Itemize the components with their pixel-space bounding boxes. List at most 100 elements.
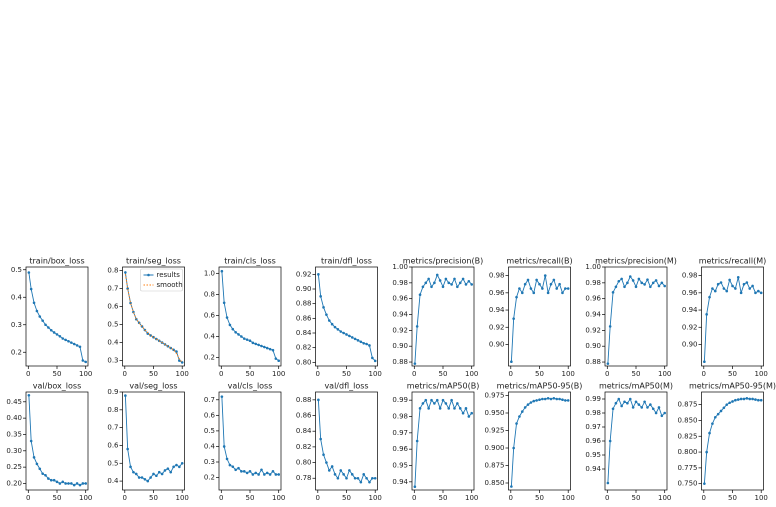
point [444, 277, 448, 281]
point [222, 301, 226, 305]
point [64, 482, 67, 485]
y-tick-label: 0.88 [585, 358, 601, 366]
point [660, 414, 664, 418]
x-tick-label: 100 [465, 494, 478, 502]
point [637, 403, 641, 406]
y-tick-label: 0.5 [11, 266, 22, 274]
point [470, 411, 474, 415]
subplot-title: val/seg_loss [129, 382, 177, 391]
point [520, 291, 524, 295]
subplot-title: val/dfl_loss [324, 382, 368, 391]
point [231, 327, 235, 331]
point [32, 301, 36, 305]
point [435, 398, 439, 402]
point [643, 400, 646, 404]
point [356, 476, 360, 480]
point [251, 473, 255, 476]
point [55, 333, 59, 336]
y-tick-label: 0.78 [296, 474, 312, 482]
point [520, 410, 524, 413]
y-tick-label: 0.98 [585, 279, 601, 287]
y-tick-label: 0.9 [107, 388, 118, 396]
point [608, 439, 612, 443]
x-tick-label: 50 [149, 494, 158, 502]
y-tick-label: 0.94 [585, 465, 601, 473]
point [220, 395, 224, 398]
y-tick-label: 0.8 [107, 267, 118, 275]
point [245, 338, 249, 341]
x-tick-label: 50 [535, 370, 544, 378]
point [362, 473, 366, 476]
point [140, 476, 144, 479]
point [526, 403, 530, 406]
point [628, 397, 632, 401]
point [424, 281, 428, 285]
series-line [221, 271, 279, 362]
point [160, 472, 164, 476]
series-line [124, 395, 183, 482]
y-tick-label: 0.98 [682, 272, 698, 280]
point [134, 472, 138, 476]
y-tick-label: 0.8 [107, 406, 118, 414]
y-tick-label: 0.99 [585, 395, 601, 403]
point [339, 330, 343, 333]
point [157, 470, 161, 474]
point [510, 360, 513, 363]
point [606, 481, 610, 485]
point [149, 476, 152, 479]
point [415, 439, 419, 443]
y-tick-label: 0.94 [392, 478, 408, 486]
point [175, 350, 178, 353]
point [180, 361, 184, 364]
point [38, 467, 42, 471]
x-tick-label: 0 [123, 370, 127, 378]
y-tick-label: 1.00 [585, 263, 601, 271]
point [435, 273, 439, 277]
point [444, 402, 448, 405]
y-tick-label: 0.4 [204, 442, 216, 450]
subplot-title: metrics/precision(M) [595, 257, 677, 266]
y-tick-label: 0.35 [6, 430, 22, 438]
point [418, 407, 422, 410]
point [265, 346, 269, 350]
point [237, 333, 240, 336]
x-tick-label: 50 [149, 370, 158, 378]
y-tick-label: 0.3 [11, 321, 22, 329]
point [566, 287, 570, 290]
series-line [28, 272, 86, 363]
y-tick-label: 0.86 [296, 412, 312, 420]
point [84, 360, 88, 364]
point [716, 412, 720, 416]
point [546, 397, 550, 400]
point [55, 480, 59, 484]
series-line [607, 275, 666, 364]
point [175, 463, 178, 467]
x-tick-label: 0 [412, 370, 416, 378]
subplot-title: metrics/mAP50-95(M) [689, 382, 776, 391]
y-tick-label: 0.875 [677, 401, 697, 409]
point [453, 407, 456, 410]
point [447, 281, 451, 285]
subplot-title: metrics/recall(B) [506, 257, 572, 266]
subplot-title: metrics/mAP50(M) [599, 382, 673, 391]
point [663, 411, 667, 415]
y-tick-label: 0.80 [296, 358, 312, 366]
point [84, 482, 88, 485]
point [518, 287, 521, 290]
point [649, 285, 652, 289]
point [759, 291, 763, 295]
y-tick-label: 0.7 [204, 396, 215, 404]
subplot-title: train/cls_loss [224, 257, 276, 266]
point [447, 407, 451, 410]
series-line [703, 277, 762, 362]
point [620, 404, 623, 408]
subplot-title: train/seg_loss [126, 257, 181, 266]
point [453, 277, 456, 281]
y-tick-label: 0.94 [392, 311, 408, 319]
y-tick-label: 0.825 [677, 432, 697, 440]
point [49, 328, 53, 332]
point [467, 415, 471, 418]
y-tick-label: 0.98 [392, 413, 408, 421]
y-tick-label: 0.850 [484, 479, 504, 487]
point [564, 287, 567, 290]
